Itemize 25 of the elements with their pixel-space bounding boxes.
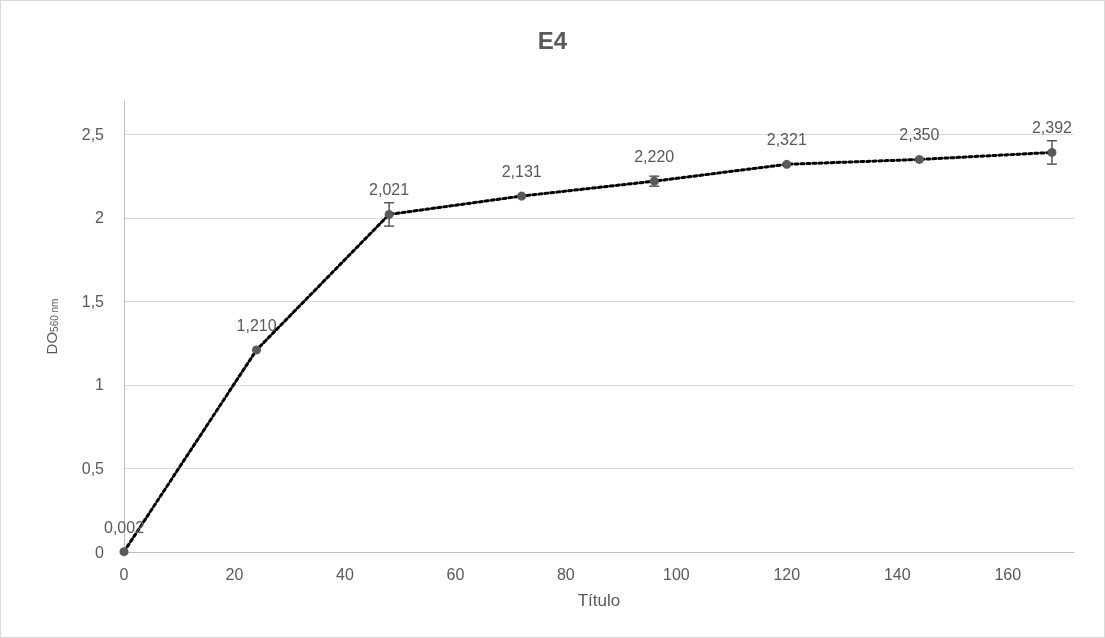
data-label: 2,321: [766, 131, 807, 149]
y-tick-label: 0,5: [81, 459, 105, 477]
data-label: 2,021: [369, 181, 410, 199]
data-label: 2,131: [501, 163, 542, 181]
x-axis-title: Título: [577, 591, 621, 610]
y-axis-title: DO560 nm: [42, 298, 60, 355]
x-tick-label: 80: [556, 565, 575, 583]
x-tick-label: 100: [662, 565, 690, 583]
data-label: 2,392: [1031, 119, 1073, 137]
x-tick-label: 60: [446, 565, 465, 583]
x-tick-label: 20: [225, 565, 244, 583]
data-label: 2,350: [899, 126, 940, 144]
y-tick-label: 2,5: [81, 125, 105, 143]
x-tick-label: 40: [336, 565, 354, 583]
x-tick-label: 140: [883, 565, 911, 583]
data-label: 1,210: [236, 316, 277, 334]
y-tick-label: 1,5: [81, 292, 105, 310]
data-label: 2,220: [634, 148, 675, 166]
x-tick-label: 0: [119, 565, 129, 583]
y-tick-label: 2: [95, 209, 105, 227]
y-tick-label: 0: [95, 543, 105, 561]
y-tick-label: 1: [95, 376, 105, 394]
x-tick-label: 120: [773, 565, 801, 583]
chart-title: E4: [537, 26, 568, 54]
x-tick-label: 160: [994, 565, 1022, 583]
